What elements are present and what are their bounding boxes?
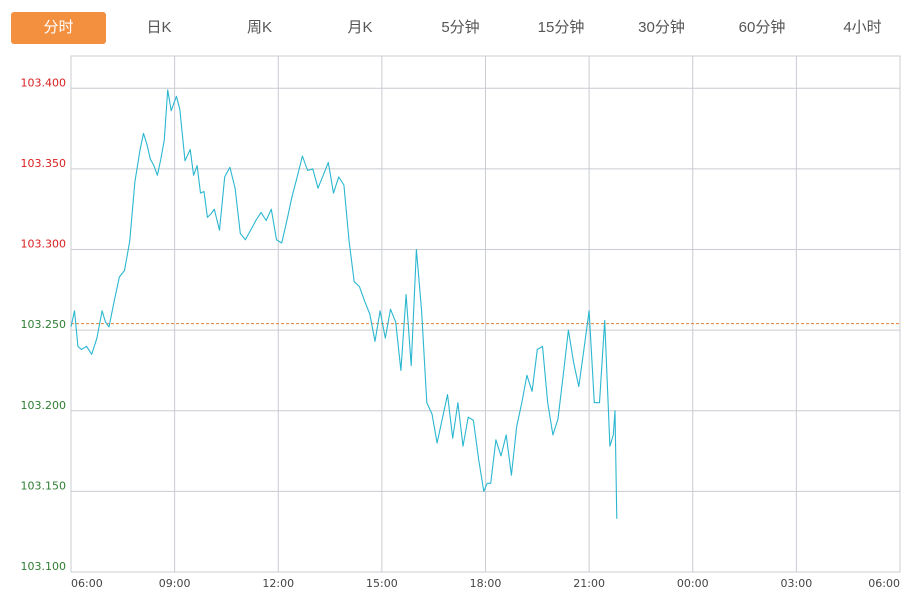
- y-tick-label-0: 103.100: [21, 560, 67, 573]
- y-tick-label-5: 103.350: [21, 157, 67, 170]
- x-tick-label-5: 21:00: [573, 577, 605, 590]
- x-tick-label-6: 00:00: [677, 577, 709, 590]
- x-tick-label-0: 06:00: [71, 577, 103, 590]
- y-tick-label-3: 103.250: [21, 318, 67, 331]
- x-tick-label-1: 09:00: [159, 577, 191, 590]
- y-tick-label-1: 103.150: [21, 479, 67, 492]
- tab-0[interactable]: 分时: [11, 12, 106, 44]
- y-tick-label-6: 103.400: [21, 76, 67, 89]
- x-tick-label-4: 18:00: [470, 577, 502, 590]
- tab-6[interactable]: 30分钟: [638, 19, 685, 36]
- period-tabs: 分时 日K 周K 月K 5分钟 15分钟 30分钟 60分钟 4小时: [8, 8, 908, 48]
- tab-2[interactable]: 周K: [246, 19, 272, 36]
- tab-1[interactable]: 日K: [146, 19, 172, 36]
- x-axis: 06:00 09:00 12:00 15:00 18:00 21:00 00:00 03:00…: [71, 577, 900, 590]
- y-axis: 103.100 103.150 103.200 103.250 103.300 103.3…: [21, 76, 67, 573]
- tab-4[interactable]: 5分钟: [441, 19, 480, 36]
- price-line: [70, 89, 618, 519]
- tab-8[interactable]: 4小时: [843, 19, 882, 36]
- x-tick-label-8: 06:00: [868, 577, 900, 590]
- x-tick-label-7: 03:00: [781, 577, 813, 590]
- x-tick-label-2: 12:00: [262, 577, 294, 590]
- y-tick-label-4: 103.300: [21, 238, 67, 251]
- y-tick-label-2: 103.200: [21, 399, 67, 412]
- x-tick-label-3: 15:00: [366, 577, 398, 590]
- tab-3[interactable]: 月K: [347, 19, 373, 36]
- tab-7[interactable]: 60分钟: [738, 19, 786, 36]
- chart-grid: [70, 55, 901, 573]
- tab-5[interactable]: 15分钟: [537, 19, 585, 36]
